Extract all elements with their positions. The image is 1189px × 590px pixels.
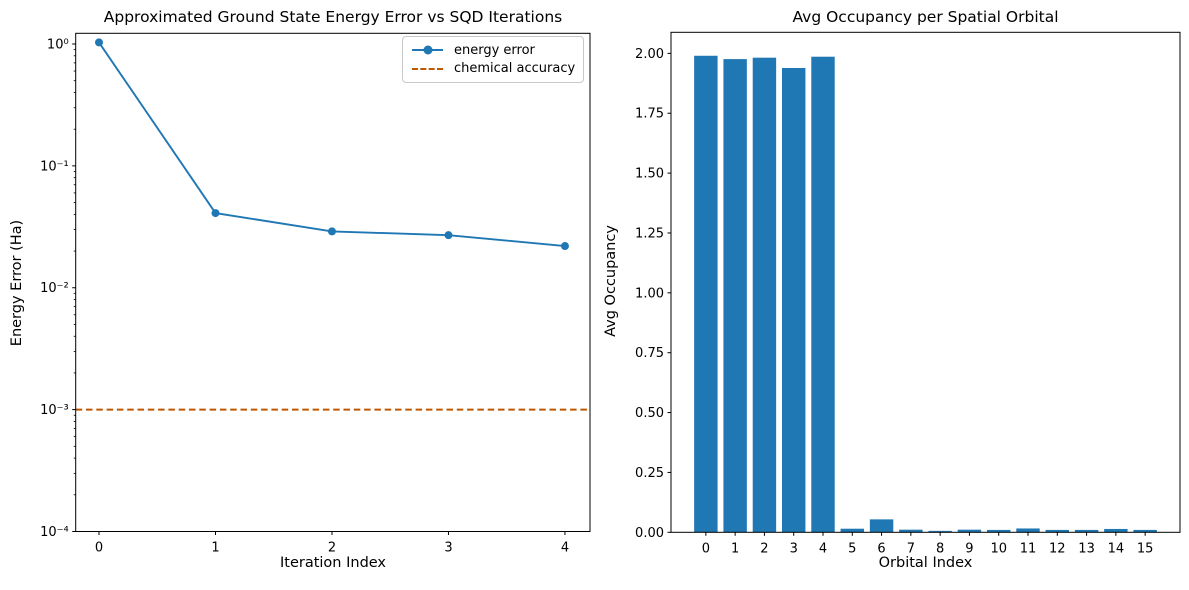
y-tick-label: 0.50 bbox=[635, 406, 664, 421]
y-tick-label: 10⁻³ bbox=[40, 403, 69, 418]
y-tick-label: 1.50 bbox=[635, 167, 664, 182]
x-tick-label: 9 bbox=[965, 541, 973, 556]
x-tick-label: 3 bbox=[444, 541, 452, 556]
y-tick-label: 0.00 bbox=[635, 526, 664, 541]
y-tick-label: 1.25 bbox=[635, 226, 664, 241]
y-tick-label: 0.25 bbox=[635, 466, 664, 481]
x-tick-label: 12 bbox=[1049, 541, 1066, 556]
x-tick-label: 0 bbox=[95, 541, 103, 556]
y-tick-label: 10⁰ bbox=[47, 37, 69, 52]
dashed-line-sample-icon bbox=[412, 67, 443, 70]
y-tick-label: 10⁻² bbox=[40, 281, 69, 296]
legend-row-energy-error: energy error bbox=[412, 43, 574, 58]
occupancy-bar bbox=[723, 59, 747, 533]
left-axes-frame bbox=[75, 32, 591, 533]
legend: energy error chemical accuracy bbox=[402, 36, 584, 83]
occupancy-bar bbox=[928, 530, 952, 533]
x-tick-label: 4 bbox=[561, 541, 569, 556]
x-tick-label: 15 bbox=[1137, 541, 1154, 556]
left-x-axis-label: Iteration Index bbox=[279, 555, 387, 571]
x-tick-label: 10 bbox=[990, 541, 1007, 556]
x-tick-label: 7 bbox=[907, 541, 915, 556]
y-tick-label: 1.75 bbox=[635, 107, 664, 122]
x-tick-label: 2 bbox=[760, 541, 768, 556]
x-tick-label: 2 bbox=[328, 541, 336, 556]
x-tick-label: 14 bbox=[1108, 541, 1125, 556]
x-tick-label: 5 bbox=[848, 541, 856, 556]
right-x-axis-label: Orbital Index bbox=[878, 555, 973, 571]
x-tick-label: 1 bbox=[211, 541, 219, 556]
left-chart-title: Approximated Ground State Energy Error v… bbox=[103, 8, 563, 26]
x-tick-label: 4 bbox=[819, 541, 827, 556]
x-tick-label: 8 bbox=[936, 541, 944, 556]
x-tick-label: 6 bbox=[877, 541, 885, 556]
occupancy-bar bbox=[899, 529, 923, 533]
legend-row-chemical-accuracy: chemical accuracy bbox=[412, 61, 576, 77]
occupancy-bar bbox=[957, 529, 982, 533]
occupancy-bar bbox=[1045, 529, 1070, 533]
occupancy-bar bbox=[1074, 529, 1099, 533]
line-marker-sample-icon bbox=[412, 45, 443, 55]
right-axes-frame bbox=[670, 31, 1181, 533]
occupancy-bar bbox=[840, 528, 864, 533]
right-y-axis-label: Avg Occupancy bbox=[603, 225, 619, 337]
legend-label-chemical-accuracy: chemical accuracy bbox=[454, 61, 576, 77]
energy-error-marker bbox=[94, 38, 103, 47]
occupancy-bar bbox=[987, 529, 1011, 533]
x-tick-label: 13 bbox=[1078, 541, 1095, 556]
x-tick-label: 1 bbox=[731, 541, 739, 556]
occupancy-bar bbox=[694, 55, 718, 533]
energy-error-marker bbox=[327, 227, 336, 236]
y-tick-label: 1.00 bbox=[635, 286, 664, 301]
x-tick-label: 11 bbox=[1020, 541, 1037, 556]
x-tick-label: 0 bbox=[702, 541, 710, 556]
y-tick-label: 10⁻⁴ bbox=[40, 525, 69, 540]
y-tick-label: 0.75 bbox=[635, 346, 664, 361]
energy-error-marker bbox=[211, 209, 220, 218]
occupancy-bar bbox=[1104, 528, 1128, 533]
x-tick-label: 3 bbox=[790, 541, 798, 556]
right-chart-title: Avg Occupancy per Spatial Orbital bbox=[792, 8, 1059, 26]
occupancy-bar bbox=[781, 67, 806, 533]
occupancy-bar bbox=[1016, 528, 1040, 533]
y-tick-label: 10⁻¹ bbox=[40, 159, 69, 174]
occupancy-bar bbox=[752, 57, 777, 533]
occupancy-bar bbox=[811, 56, 835, 533]
energy-error-marker bbox=[560, 242, 569, 251]
legend-label-energy-error: energy error bbox=[454, 42, 535, 58]
y-tick-label: 2.00 bbox=[635, 47, 664, 62]
occupancy-bar bbox=[1133, 529, 1157, 533]
energy-error-marker bbox=[444, 231, 453, 240]
occupancy-bar bbox=[869, 519, 894, 533]
left-y-axis-label: Energy Error (Ha) bbox=[9, 219, 25, 347]
